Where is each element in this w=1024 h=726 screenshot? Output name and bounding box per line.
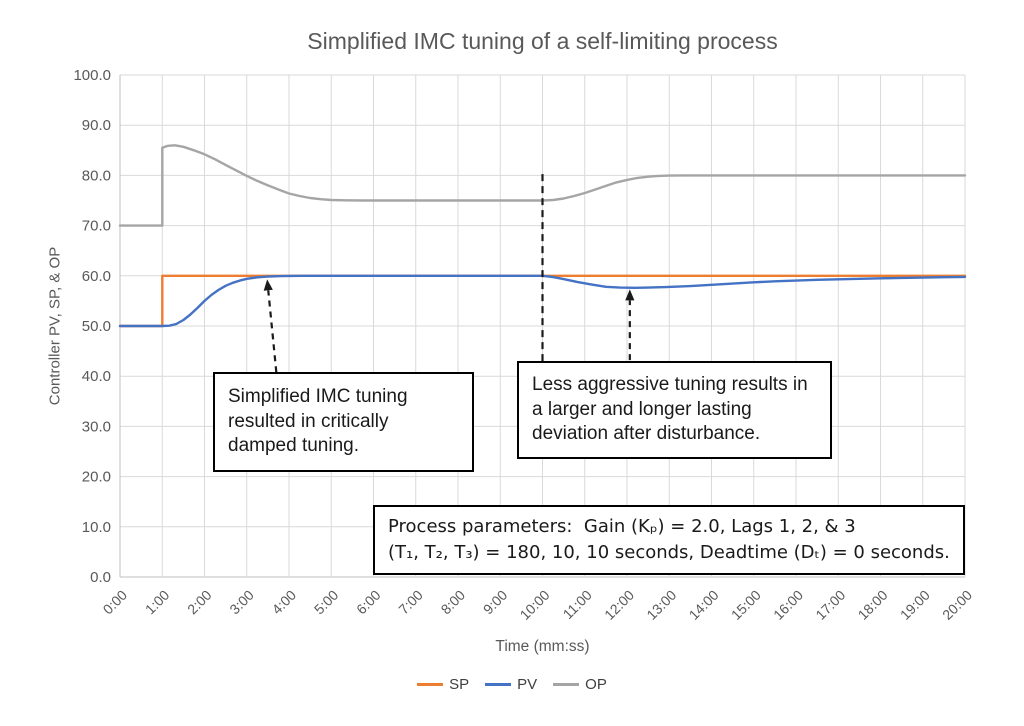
callout-critically-damped: Simplified IMC tuning resulted in critic… [213,372,474,473]
chart-legend: SP PV OP [0,676,1024,693]
x-tick-label: 11:00 [560,587,596,623]
legend-item-op: OP [553,676,607,693]
x-tick-label: 8:00 [438,587,469,618]
x-axis-title: Time (mm:ss) [495,638,590,655]
x-tick-label: 7:00 [395,587,426,618]
legend-swatch-sp [417,683,444,686]
legend-label-pv: PV [517,676,538,693]
x-tick-label: 3:00 [226,587,257,618]
legend-swatch-pv [485,683,512,686]
x-tick-label: 5:00 [311,587,342,618]
y-axis-title: Controller PV, SP, & OP [46,246,64,406]
x-tick-label: 2:00 [184,587,215,618]
y-tick-label: 30.0 [82,418,111,435]
x-tick-label: 13:00 [643,587,679,623]
y-tick-label: 70.0 [82,218,111,235]
x-tick-label: 15:00 [728,587,764,623]
y-tick-label: 90.0 [82,117,111,134]
x-tick-label: 1:00 [142,587,173,618]
x-tick-label: 4:00 [269,587,300,618]
annotation-arrow-head-1 [263,279,273,291]
legend-item-pv: PV [485,676,537,693]
legend-label-sp: SP [449,676,470,693]
legend-swatch-op [553,683,580,686]
process-parameters-line-1: Process parameters: Gain (Kₚ) = 2.0, Lag… [388,516,856,537]
x-tick-label: 18:00 [855,587,891,623]
x-tick-label: 19:00 [897,587,933,623]
x-tick-label: 20:00 [939,587,975,623]
chart-title: Simplified IMC tuning of a self-limiting… [307,28,778,54]
y-tick-label: 20.0 [82,469,111,486]
annotation-arrow-head-2 [625,289,635,301]
callout-less-aggressive: Less aggressive tuning results in a larg… [517,361,832,460]
legend-item-sp: SP [417,676,469,693]
series-line-op [118,144,967,227]
x-tick-label: 17:00 [812,587,848,623]
x-tick-label: 0:00 [100,587,131,618]
y-tick-label: 100.0 [73,67,111,84]
x-tick-label: 9:00 [480,587,511,618]
x-tick-label: 12:00 [601,587,637,623]
y-tick-label: 10.0 [82,519,111,536]
legend-label-op: OP [585,676,607,693]
x-tick-label: 10:00 [517,587,553,623]
annotation-arrow-shaft-1 [267,290,278,373]
y-tick-label: 40.0 [82,368,111,385]
y-tick-label: 80.0 [82,167,111,184]
x-tick-label: 16:00 [770,587,806,623]
process-parameters-box: Process parameters: Gain (Kₚ) = 2.0, Lag… [373,505,965,576]
y-tick-label: 50.0 [82,318,111,335]
x-tick-label: 6:00 [353,587,384,618]
process-parameters-line-2: (T₁, T₂, T₃) = 180, 10, 10 seconds, Dead… [388,542,950,564]
y-tick-label: 0.0 [90,569,111,586]
series-line-pv [118,274,967,328]
y-tick-label: 60.0 [82,268,111,285]
x-tick-label: 14:00 [686,587,722,623]
